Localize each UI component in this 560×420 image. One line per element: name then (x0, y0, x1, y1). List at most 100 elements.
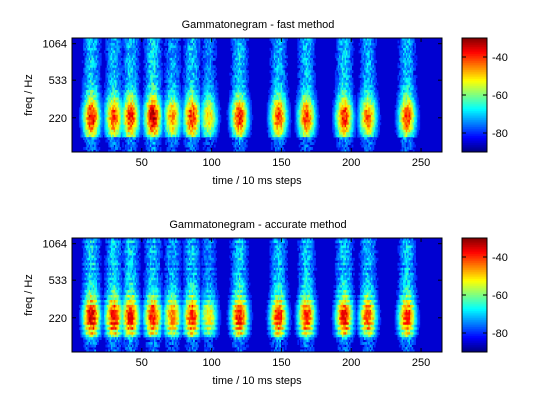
heatmap-cell (101, 97, 103, 101)
heatmap-cell (135, 129, 138, 133)
heatmap-cell (163, 42, 166, 46)
heatmap-cell (115, 57, 117, 61)
heatmap-cell (154, 82, 156, 86)
heatmap-cell (158, 45, 161, 49)
heatmap-cell (159, 82, 162, 86)
heatmap-cell (78, 112, 81, 116)
heatmap-cell (174, 75, 177, 79)
heatmap-cell (169, 124, 172, 128)
heatmap-cell (84, 95, 87, 98)
heatmap-cell (130, 99, 133, 103)
heatmap-cell (176, 129, 179, 133)
heatmap-cell (94, 77, 97, 81)
heatmap-cell (148, 85, 151, 88)
heatmap-cell (165, 114, 167, 118)
heatmap-cell (151, 77, 154, 81)
heatmap-cell (91, 92, 94, 96)
heatmap-cell (179, 134, 181, 138)
heatmap-cell (183, 129, 186, 133)
heatmap-cell (127, 45, 130, 49)
heatmap-cell (113, 62, 116, 66)
heatmap-cell (84, 147, 87, 150)
heatmap-cell (90, 122, 92, 126)
heatmap-cell (116, 132, 119, 136)
heatmap-cell (122, 57, 124, 61)
heatmap-cell (155, 124, 158, 128)
heatmap-cell (154, 47, 156, 51)
heatmap-cell (165, 72, 167, 76)
heatmap-cell (145, 102, 148, 106)
heatmap-cell (98, 124, 101, 128)
heatmap-cell (149, 65, 152, 69)
heatmap-cell (122, 95, 124, 98)
heatmap-cell (92, 109, 95, 113)
heatmap-cell (131, 114, 134, 118)
heatmap-cell (174, 40, 177, 44)
heatmap-cell (95, 72, 98, 76)
heatmap-cell (131, 102, 134, 106)
heatmap-cell (133, 72, 135, 76)
heatmap-cell (187, 72, 190, 76)
heatmap-cell (159, 90, 162, 93)
heatmap-cell (158, 124, 161, 128)
heatmap-cell (184, 67, 187, 71)
heatmap-cell (102, 129, 105, 133)
heatmap-cell (179, 87, 181, 91)
heatmap-cell (88, 139, 91, 143)
heatmap-cell (99, 112, 102, 116)
heatmap-cell (149, 147, 152, 150)
heatmap-cell (169, 147, 172, 150)
heatmap-cell (140, 112, 142, 116)
heatmap-cell (152, 60, 155, 64)
heatmap-cell (142, 67, 145, 71)
heatmap-cell (156, 57, 159, 61)
heatmap-cell (97, 52, 99, 56)
heatmap-cell (99, 40, 102, 44)
heatmap-cell (280, 144, 283, 148)
heatmap-cell (137, 87, 140, 91)
heatmap-cell (172, 149, 174, 153)
heatmap-cell (124, 119, 127, 123)
heatmap-cell (154, 99, 156, 103)
heatmap-cell (283, 67, 286, 71)
heatmap-cell (84, 134, 87, 138)
heatmap-cell (177, 80, 180, 84)
heatmap-cell (177, 67, 180, 71)
heatmap-cell (140, 114, 142, 118)
heatmap-cell (109, 92, 112, 96)
heatmap-cell (145, 38, 148, 41)
heatmap-cell (154, 149, 156, 153)
heatmap-cell (119, 85, 122, 88)
heatmap-cell (106, 122, 109, 126)
heatmap-cell (109, 132, 112, 136)
heatmap-cell (135, 47, 138, 51)
heatmap-cell (181, 75, 184, 79)
heatmap-cell (154, 95, 156, 98)
heatmap-cell (84, 65, 87, 69)
heatmap-cell (154, 124, 156, 128)
heatmap-cell (147, 65, 149, 69)
heatmap-cell (110, 127, 113, 131)
heatmap-cell (165, 70, 167, 74)
heatmap-cell (85, 124, 88, 128)
heatmap-cell (81, 114, 84, 118)
heatmap-cell (112, 40, 115, 44)
heatmap-cell (108, 107, 110, 111)
heatmap-cell (145, 90, 148, 93)
heatmap-cell (148, 77, 151, 81)
heatmap-cell (85, 55, 88, 59)
heatmap-cell (119, 60, 122, 64)
heatmap-cell (180, 114, 183, 118)
heatmap-cell (85, 132, 88, 136)
heatmap-cell (142, 75, 145, 79)
heatmap-cell (186, 99, 188, 103)
heatmap-cell (85, 67, 88, 71)
heatmap-cell (141, 117, 144, 121)
heatmap-cell (167, 42, 170, 46)
heatmap-cell (166, 70, 169, 74)
heatmap-cell (113, 67, 116, 71)
heatmap-cell (127, 112, 130, 116)
heatmap-cell (94, 124, 97, 128)
heatmap-cell (119, 147, 122, 150)
heatmap-cell (94, 47, 97, 51)
